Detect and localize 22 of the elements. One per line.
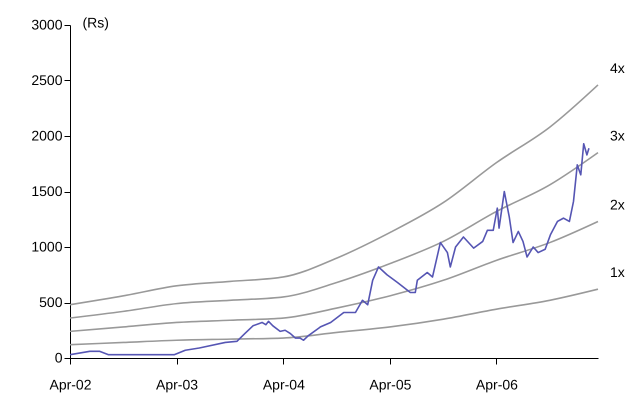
line-series [69, 84, 599, 306]
y-tick-label: 500 [39, 294, 63, 310]
line-series [69, 142, 590, 356]
x-tick-label: Apr-06 [476, 376, 518, 392]
x-tick-label: Apr-05 [369, 376, 412, 392]
series-label: 4x [610, 60, 625, 76]
y-tick-label: 2000 [31, 128, 63, 144]
y-axis-title: (Rs) [82, 14, 109, 30]
series-label: 1x [610, 264, 625, 280]
series-label: 3x [610, 128, 625, 144]
y-tick-label: 2500 [31, 72, 63, 88]
y-tick-label: 1500 [31, 183, 63, 199]
y-tick-label: 0 [54, 350, 63, 366]
series-label: 2x [610, 196, 625, 212]
x-tick-label: Apr-02 [49, 376, 92, 392]
y-tick-label: 3000 [31, 16, 63, 32]
x-tick-label: Apr-04 [262, 376, 306, 392]
line-series [69, 220, 599, 332]
y-tick-label: 1000 [31, 238, 63, 254]
line-series [69, 288, 599, 346]
x-tick-label: Apr-03 [156, 376, 198, 392]
line-series [69, 152, 599, 319]
